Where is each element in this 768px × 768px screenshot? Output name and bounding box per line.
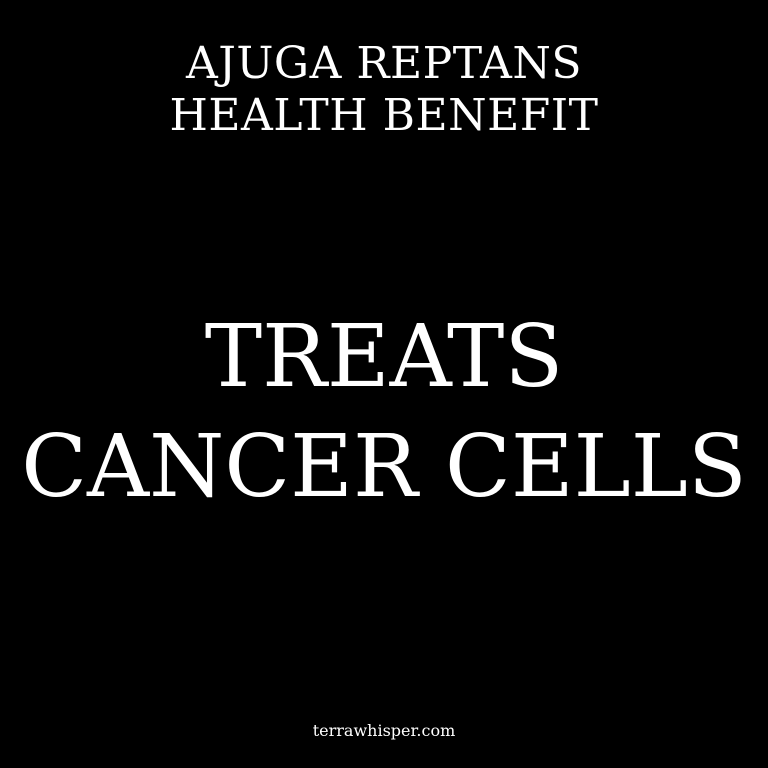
footer-site-credit: terrawhisper.com bbox=[312, 721, 456, 740]
headline-line-2: CANCER CELLS bbox=[21, 417, 747, 517]
header-line-1: AJUGA REPTANS bbox=[185, 38, 583, 89]
headline: TREATS CANCER CELLS bbox=[0, 302, 768, 522]
header-line-2: HEALTH BENEFIT bbox=[169, 90, 599, 141]
header: AJUGA REPTANS HEALTH BENEFIT bbox=[0, 38, 768, 142]
headline-line-1: TREATS bbox=[204, 307, 564, 407]
